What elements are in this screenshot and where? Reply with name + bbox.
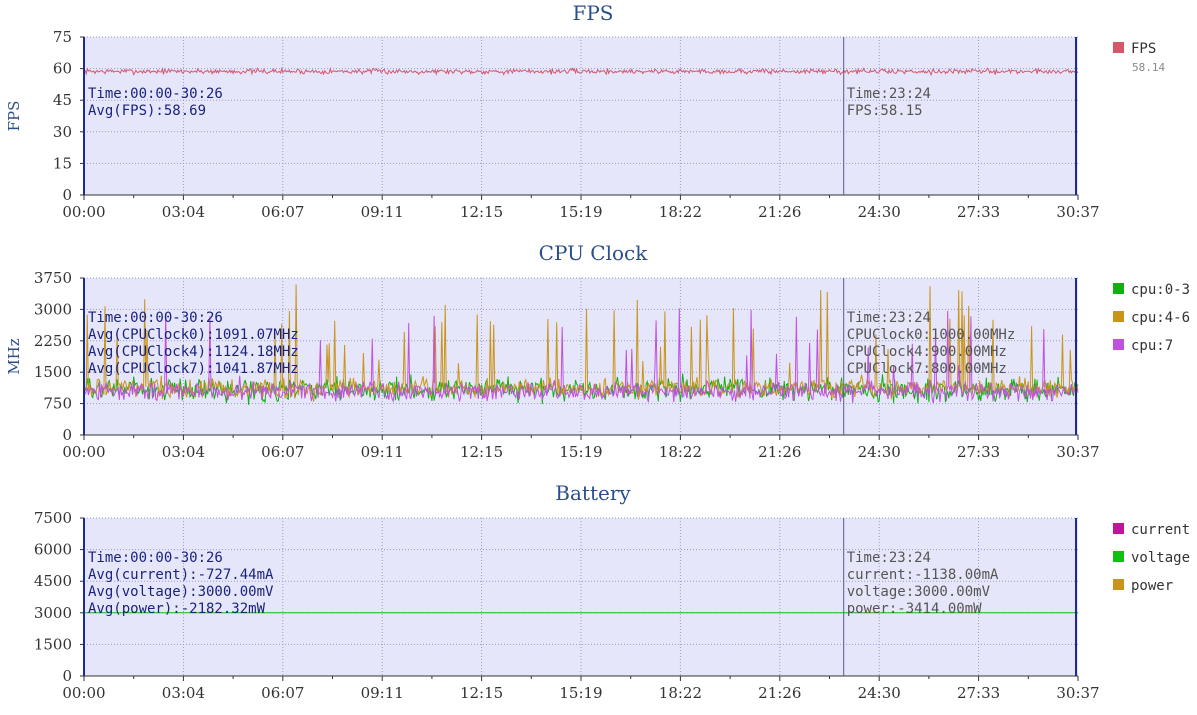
summary-text: Avg(voltage):3000.00mV	[88, 584, 274, 600]
y-tick-label: 0	[62, 186, 72, 204]
cursor-readout: Time:23:24	[847, 86, 931, 102]
x-tick-label: 06:07	[261, 203, 304, 221]
y-tick-label: 1500	[34, 635, 72, 653]
x-tick-label: 27:33	[957, 684, 1000, 702]
y-axis-label: MHz	[5, 338, 23, 374]
cursor-readout: voltage:3000.00mV	[847, 584, 991, 600]
x-tick-label: 12:15	[460, 203, 503, 221]
summary-text: Avg(CPUClock4):1124.18MHz	[88, 344, 299, 360]
legend-label: voltage	[1131, 550, 1190, 566]
legend-label: cpu:7	[1131, 338, 1173, 354]
chart-0: FPS 0 15 30 45 60 75 00:00 03:04 06:07 09:11 12:15 1…	[5, 1, 1165, 221]
y-tick-label: 7500	[34, 509, 72, 527]
y-tick-label: 750	[43, 395, 72, 413]
x-tick-label: 21:26	[758, 203, 801, 221]
summary-text: Time:00:00-30:26	[88, 86, 223, 102]
summary-text: Time:00:00-30:26	[88, 310, 223, 326]
cursor-readout: FPS:58.15	[847, 103, 923, 119]
chart-2: Battery 0 1500 3000 4500 6000 7500 00:00 03:04 06…	[34, 481, 1190, 702]
x-tick-label: 18:22	[659, 203, 702, 221]
x-tick-label: 09:11	[361, 443, 404, 461]
x-tick-label: 09:11	[361, 684, 404, 702]
legend-swatch	[1113, 42, 1124, 53]
y-tick-label: 3000	[34, 604, 72, 622]
summary-text: Avg(power):-2182.32mW	[88, 601, 266, 617]
chart-title: Battery	[555, 481, 631, 505]
x-tick-label: 00:00	[62, 203, 105, 221]
legend-label: cpu:0-3	[1131, 282, 1190, 298]
summary-text: Avg(FPS):58.69	[88, 103, 206, 119]
legend-swatch	[1113, 339, 1124, 350]
y-tick-label: 0	[62, 667, 72, 685]
cursor-readout: Time:23:24	[847, 550, 931, 566]
x-tick-label: 12:15	[460, 443, 503, 461]
x-tick-label: 03:04	[162, 684, 205, 702]
x-tick-label: 15:19	[559, 203, 602, 221]
y-tick-label: 60	[53, 60, 72, 78]
x-tick-label: 21:26	[758, 443, 801, 461]
chart-title: CPU Clock	[539, 241, 649, 265]
y-tick-label: 4500	[34, 572, 72, 590]
y-tick-label: 45	[53, 91, 72, 109]
legend-swatch	[1113, 551, 1124, 562]
legend-label: cpu:4-6	[1131, 310, 1190, 326]
x-tick-label: 15:19	[559, 443, 602, 461]
chart-1: CPU Clock 0 750 1500 2250 3000 3750 00:00 03:04 0…	[5, 241, 1190, 461]
x-tick-label: 18:22	[659, 443, 702, 461]
y-tick-label: 3750	[34, 269, 72, 287]
x-tick-label: 30:37	[1056, 443, 1099, 461]
legend-label: current	[1131, 522, 1190, 538]
x-tick-label: 21:26	[758, 684, 801, 702]
x-tick-label: 18:22	[659, 684, 702, 702]
x-tick-label: 03:04	[162, 203, 205, 221]
y-tick-label: 6000	[34, 541, 72, 559]
legend-swatch	[1113, 311, 1124, 322]
cursor-readout: CPUClock7:800.00MHz	[847, 361, 1007, 377]
x-tick-label: 12:15	[460, 684, 503, 702]
cursor-readout: CPUClock0:1000.00MHz	[847, 327, 1016, 343]
summary-text: Avg(CPUClock0):1091.07MHz	[88, 327, 299, 343]
x-tick-label: 03:04	[162, 443, 205, 461]
y-tick-label: 3000	[34, 300, 72, 318]
y-tick-label: 15	[53, 154, 72, 172]
legend-current-value: 58.14	[1132, 61, 1165, 74]
cursor-readout: CPUClock4:900.00MHz	[847, 344, 1007, 360]
x-tick-label: 00:00	[62, 443, 105, 461]
y-axis-label: FPS	[5, 101, 23, 132]
series-line-fps	[83, 66, 1079, 77]
y-tick-label: 30	[53, 123, 72, 141]
legend-swatch	[1113, 579, 1124, 590]
summary-text: Time:00:00-30:26	[88, 550, 223, 566]
cursor-readout: power:-3414.00mW	[847, 601, 982, 617]
y-tick-label: 2250	[34, 332, 72, 350]
x-tick-label: 15:19	[559, 684, 602, 702]
x-tick-label: 06:07	[261, 684, 304, 702]
cursor-readout: Time:23:24	[847, 310, 931, 326]
x-tick-label: 09:11	[361, 203, 404, 221]
x-tick-label: 24:30	[858, 684, 901, 702]
x-tick-label: 27:33	[957, 203, 1000, 221]
x-tick-label: 24:30	[858, 203, 901, 221]
y-tick-label: 0	[62, 426, 72, 444]
x-tick-label: 27:33	[957, 443, 1000, 461]
summary-text: Avg(current):-727.44mA	[88, 567, 274, 583]
summary-text: Avg(CPUClock7):1041.87MHz	[88, 361, 299, 377]
series-line-cpu-7	[83, 308, 1079, 404]
x-tick-label: 30:37	[1056, 203, 1099, 221]
series-line-cpu-4-6	[83, 284, 1079, 402]
legend-swatch	[1113, 523, 1124, 534]
legend-swatch	[1113, 283, 1124, 294]
x-tick-label: 24:30	[858, 443, 901, 461]
x-tick-label: 06:07	[261, 443, 304, 461]
y-tick-label: 1500	[34, 363, 72, 381]
chart-title: FPS	[572, 1, 613, 25]
cursor-readout: current:-1138.00mA	[847, 567, 999, 583]
y-tick-label: 75	[53, 28, 72, 46]
x-tick-label: 00:00	[62, 684, 105, 702]
legend-label: FPS	[1131, 41, 1156, 57]
x-tick-label: 30:37	[1056, 684, 1099, 702]
legend-label: power	[1131, 578, 1173, 594]
